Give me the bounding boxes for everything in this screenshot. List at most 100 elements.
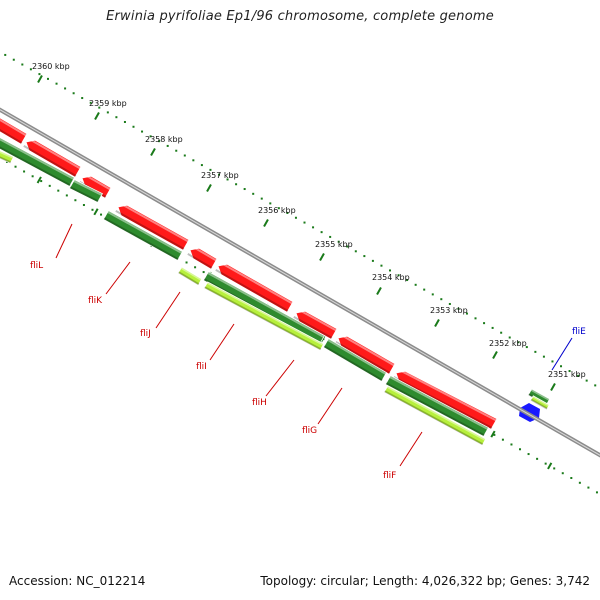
scale-tick-label: 2359 kbp xyxy=(89,99,127,108)
scale-tick xyxy=(434,319,440,327)
scale-dot xyxy=(294,216,297,219)
scale-ticks-layer: 2360 kbp 2359 kbp 2358 kbp 2357 kbp 2356 kbp… xyxy=(32,62,586,470)
scale-dot xyxy=(474,317,477,320)
scale-dot xyxy=(277,207,280,210)
scale-dot xyxy=(252,192,255,195)
scale-dot xyxy=(65,194,68,197)
scale-dot xyxy=(89,101,92,104)
scale-dot xyxy=(98,106,101,109)
scale-dot xyxy=(595,491,598,494)
cds-forward xyxy=(23,137,82,178)
scale-tick xyxy=(93,208,99,216)
scale-dot xyxy=(166,144,169,147)
scale-dot xyxy=(560,365,563,368)
scale-dot xyxy=(354,250,357,253)
scale-dot xyxy=(457,307,460,310)
scale-dot xyxy=(423,288,426,291)
gene-label: fliL xyxy=(30,261,43,271)
scale-tick-label: 2354 kbp xyxy=(372,273,410,282)
cds-forward xyxy=(335,333,396,375)
scale-dot xyxy=(23,170,26,173)
scale-dot xyxy=(200,164,203,167)
scale-dot xyxy=(57,189,60,192)
gene-label: fliG xyxy=(302,426,317,436)
scale-dot xyxy=(217,173,220,176)
scale-dot xyxy=(269,202,272,205)
scale-dot xyxy=(115,116,118,119)
scale-tick xyxy=(150,148,156,156)
gene-label-leader xyxy=(265,359,295,397)
scale-dot xyxy=(380,264,383,267)
scale-tick xyxy=(492,351,498,359)
scale-dot xyxy=(536,457,539,460)
scale-tick xyxy=(550,383,556,391)
scale-tick-label: 2351 kbp xyxy=(548,370,586,379)
scale-dot xyxy=(260,197,263,200)
cds-reverse xyxy=(103,210,183,261)
scale-dot xyxy=(371,259,374,262)
scale-dot xyxy=(500,331,503,334)
scale-dot xyxy=(74,199,77,202)
cds-reverse-light xyxy=(203,281,325,351)
scale-dot xyxy=(414,283,417,286)
gene-label: fliH xyxy=(252,398,267,408)
scale-dot xyxy=(72,92,75,95)
backbone-layer xyxy=(0,107,600,458)
scale-dot xyxy=(31,175,34,178)
scale-dot xyxy=(544,462,547,465)
scale-dot xyxy=(363,255,366,258)
scale-dot xyxy=(517,341,520,344)
cds-forward xyxy=(293,308,338,340)
cds-reverse xyxy=(323,338,387,382)
scale-dot xyxy=(542,355,545,358)
scale-dot xyxy=(483,322,486,325)
scale-dot xyxy=(149,135,152,138)
cds-flie-light xyxy=(530,395,550,410)
scale-dot xyxy=(553,467,556,470)
scale-dot xyxy=(551,360,554,363)
scale-tick-label: 2357 kbp xyxy=(201,171,239,180)
scale-dot xyxy=(397,274,400,277)
gene-label: fliE xyxy=(572,327,586,337)
scale-dot xyxy=(48,184,51,187)
scale-dot xyxy=(202,271,205,274)
map-title: Erwinia pyrifoliae Ep1/96 chromosome, co… xyxy=(106,9,494,24)
scale-dot xyxy=(534,350,537,353)
scale-dot xyxy=(448,302,451,305)
cds-reverse xyxy=(0,137,75,187)
scale-tick xyxy=(490,430,496,438)
scale-dot xyxy=(337,240,340,243)
scale-dot xyxy=(320,231,323,234)
scale-dot xyxy=(12,58,15,61)
scale-dot xyxy=(525,346,528,349)
topology-text: Topology: circular; Length: 4,026,322 bp… xyxy=(260,574,590,588)
scale-tick xyxy=(547,462,553,470)
scale-dot xyxy=(21,63,24,66)
scale-tick xyxy=(376,287,382,295)
gene-label: fliI xyxy=(196,362,207,372)
scale-dot xyxy=(578,481,581,484)
backbone-highlight xyxy=(0,109,600,456)
cds-forward xyxy=(115,202,190,251)
scale-tick xyxy=(206,184,212,192)
scale-dot xyxy=(29,68,32,71)
scale-dot xyxy=(406,279,409,282)
scale-dot xyxy=(243,188,246,191)
gene-label: fliF xyxy=(383,471,396,481)
scale-tick-label: 2352 kbp xyxy=(489,339,527,348)
scale-dot xyxy=(527,453,530,456)
scale-dot xyxy=(40,180,43,183)
scale-dot xyxy=(508,336,511,339)
scale-dot xyxy=(132,125,135,128)
scale-dot xyxy=(81,97,84,100)
scale-dot xyxy=(519,448,522,451)
scale-tick-label: 2353 kbp xyxy=(430,306,468,315)
scale-dot xyxy=(431,293,434,296)
cds-forward xyxy=(187,245,218,270)
scale-tick xyxy=(94,112,100,120)
scale-dot xyxy=(175,149,178,152)
gene-features-layer xyxy=(0,117,551,446)
scale-dot xyxy=(577,374,580,377)
scale-dot xyxy=(493,433,496,436)
gene-label-leader xyxy=(105,261,131,295)
